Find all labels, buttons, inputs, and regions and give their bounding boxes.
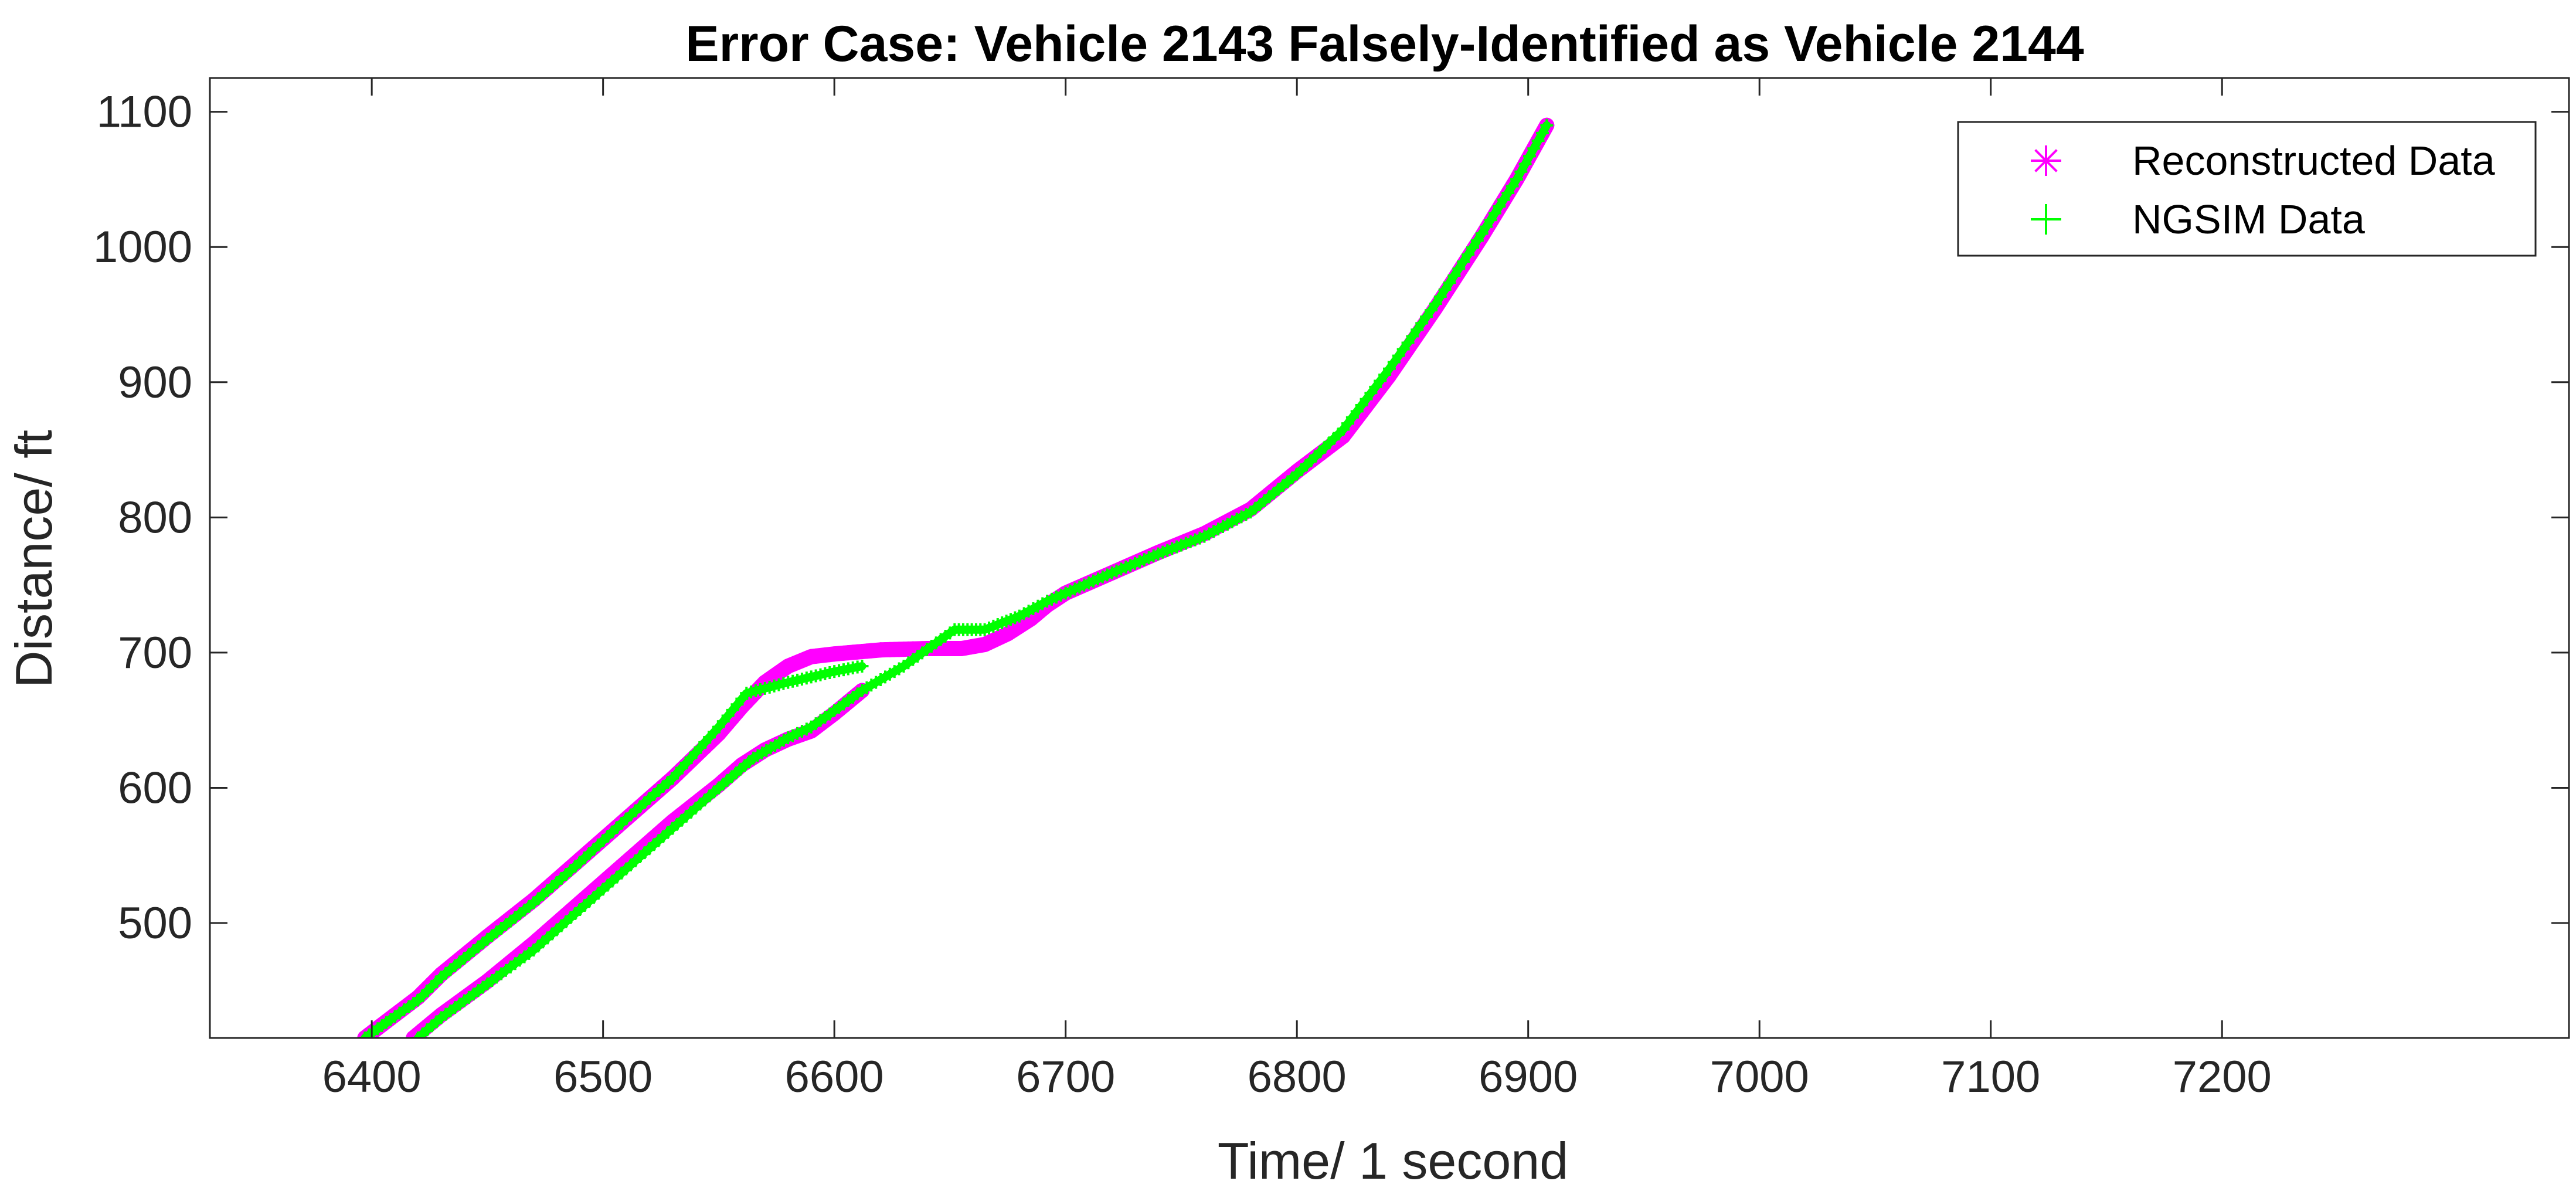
data-point-reconstructed-data xyxy=(790,654,806,670)
data-point-ngsim-data xyxy=(358,1031,372,1038)
legend-label-reconstructed-data: Reconstructed Data xyxy=(2132,138,2495,184)
data-point-ngsim-data xyxy=(1540,118,1554,132)
data-point-ngsim-data xyxy=(1447,269,1461,283)
data-point-reconstructed-data xyxy=(766,668,782,684)
data-point-ngsim-data xyxy=(1425,304,1438,317)
data-point-reconstructed-data xyxy=(986,632,1002,648)
axes-box xyxy=(209,77,2570,1039)
y-tick-label: 500 xyxy=(118,898,192,948)
legend-marker-reconstructed-data xyxy=(2031,145,2061,176)
legend: Reconstructed Data NGSIM Data xyxy=(1957,121,2537,257)
x-tick-label: 7000 xyxy=(1710,1052,1809,1102)
data-point-ngsim-data xyxy=(1443,276,1456,290)
x-tick-label: 6400 xyxy=(322,1052,422,1102)
data-point-reconstructed-data xyxy=(977,637,993,653)
x-tick-label: 6500 xyxy=(553,1052,653,1102)
y-tick-label: 1100 xyxy=(97,87,192,137)
legend-box xyxy=(1957,121,2537,257)
data-point-reconstructed-data xyxy=(785,656,801,672)
data-point-ngsim-data xyxy=(1497,193,1510,206)
data-point-reconstructed-data xyxy=(1009,620,1025,636)
data-point-ngsim-data xyxy=(1484,213,1497,227)
data-point-ngsim-data xyxy=(1475,227,1488,240)
data-point-ngsim-data xyxy=(1452,262,1466,276)
data-point-ngsim-data xyxy=(1415,317,1429,330)
data-point-reconstructed-data xyxy=(1014,617,1029,633)
data-point-reconstructed-data xyxy=(776,661,791,677)
data-point-reconstructed-data xyxy=(1004,623,1020,639)
data-point-ngsim-data xyxy=(1396,342,1410,356)
series-ngsim-data xyxy=(358,118,1554,1038)
data-point-ngsim-data xyxy=(1510,172,1523,186)
data-point-reconstructed-data xyxy=(762,671,777,687)
x-tick-label: 7200 xyxy=(2173,1052,2272,1102)
y-tick-label: 1000 xyxy=(93,222,192,272)
data-point-reconstructed-data xyxy=(995,628,1011,644)
series-reconstructed-data xyxy=(357,117,1555,1038)
data-point-ngsim-data xyxy=(855,659,869,673)
x-tick-label: 6600 xyxy=(785,1052,884,1102)
y-tick-label: 600 xyxy=(118,763,192,813)
y-tick-label: 900 xyxy=(118,358,192,408)
data-point-reconstructed-data xyxy=(1000,626,1016,642)
data-point-ngsim-data xyxy=(1429,297,1442,311)
data-point-ngsim-data xyxy=(1462,248,1475,262)
data-point-ngsim-data xyxy=(1523,150,1536,163)
data-point-reconstructed-data xyxy=(794,653,810,669)
x-tick-label: 6700 xyxy=(1016,1052,1115,1102)
data-point-ngsim-data xyxy=(1506,179,1519,193)
data-point-ngsim-data xyxy=(1420,310,1433,324)
data-point-ngsim-data xyxy=(1406,330,1419,343)
data-point-ngsim-data xyxy=(1401,336,1415,350)
chart-title: Error Case: Vehicle 2143 Falsely-Identif… xyxy=(685,16,2084,72)
y-tick-label: 800 xyxy=(118,493,192,542)
legend-marker-ngsim-data xyxy=(2031,204,2061,235)
data-point-reconstructed-data xyxy=(1335,428,1351,444)
data-point-ngsim-data xyxy=(1531,134,1545,148)
data-point-reconstructed-data xyxy=(1018,614,1034,630)
data-point-reconstructed-data xyxy=(780,658,796,674)
data-point-ngsim-data xyxy=(1501,186,1515,199)
data-point-ngsim-data xyxy=(1493,200,1506,213)
data-point-reconstructed-data xyxy=(771,665,787,681)
data-point-ngsim-data xyxy=(1383,362,1396,375)
data-point-ngsim-data xyxy=(1518,157,1532,171)
data-point-ngsim-data xyxy=(1466,241,1480,255)
data-point-reconstructed-data xyxy=(798,651,814,667)
x-tick-label: 6800 xyxy=(1248,1052,1347,1102)
data-point-ngsim-data xyxy=(1438,283,1452,297)
y-axis-label: Distance/ ft xyxy=(5,430,63,688)
data-point-ngsim-data xyxy=(1527,142,1541,155)
data-point-reconstructed-data xyxy=(991,630,1007,646)
data-point-ngsim-data xyxy=(1535,126,1549,140)
axes: 6400 6500 6600 6700 6800 6900 7000 7100 7200 500 6… xyxy=(93,77,2570,1102)
data-point-ngsim-data xyxy=(1470,234,1484,247)
y-tick-label: 700 xyxy=(118,628,192,678)
data-point-ngsim-data xyxy=(1411,323,1424,337)
x-tick-label: 7100 xyxy=(1941,1052,2040,1102)
data-point-ngsim-data xyxy=(1387,355,1401,369)
data-point-reconstructed-data xyxy=(981,634,997,650)
x-tick-label: 6900 xyxy=(1479,1052,1578,1102)
legend-label-ngsim-data: NGSIM Data xyxy=(2132,196,2365,242)
data-point-ngsim-data xyxy=(1514,165,1528,178)
data-point-ngsim-data xyxy=(1488,206,1501,220)
data-point-ngsim-data xyxy=(1457,255,1470,269)
x-axis-label: Time/ 1 second xyxy=(1218,1132,1568,1190)
data-point-ngsim-data xyxy=(1433,290,1447,304)
plot-area xyxy=(357,117,1555,1038)
data-point-ngsim-data xyxy=(1480,220,1493,233)
data-point-ngsim-data xyxy=(1392,349,1405,362)
